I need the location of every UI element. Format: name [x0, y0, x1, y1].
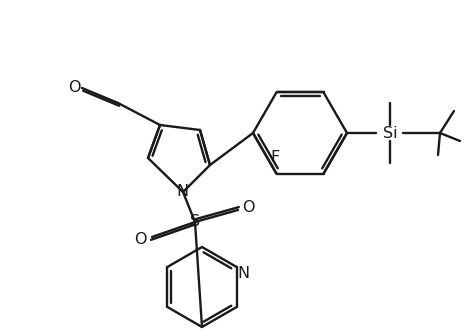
Text: N: N [238, 266, 250, 281]
Text: Si: Si [383, 126, 397, 141]
Text: O: O [134, 232, 146, 247]
Text: N: N [176, 183, 188, 198]
Text: O: O [242, 199, 254, 214]
Text: O: O [68, 80, 80, 95]
Text: F: F [270, 150, 279, 165]
Text: S: S [190, 214, 200, 229]
